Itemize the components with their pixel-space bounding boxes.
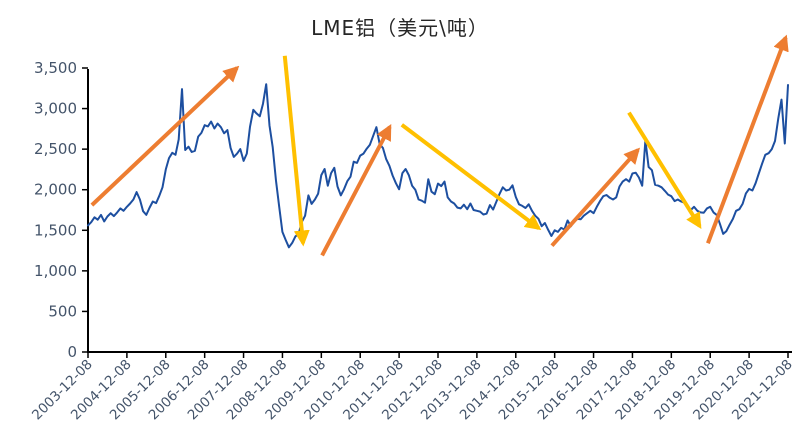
trend-arrow-up bbox=[706, 34, 789, 244]
y-tick-label: 3,000 bbox=[34, 100, 77, 118]
y-tick-label: 500 bbox=[48, 302, 77, 320]
trend-arrows bbox=[90, 34, 789, 257]
y-tick-label: 1,500 bbox=[34, 221, 77, 239]
trend-arrow-up bbox=[90, 65, 240, 207]
y-tick-label: 0 bbox=[67, 343, 77, 361]
y-tick-label: 2,500 bbox=[34, 140, 77, 158]
y-tick-label: 1,000 bbox=[34, 262, 77, 280]
trend-arrow-down bbox=[400, 123, 542, 231]
trend-arrow-down bbox=[282, 55, 310, 247]
x-axis-ticks: 2003-12-082004-12-082005-12-082006-12-08… bbox=[29, 352, 796, 423]
y-tick-label: 2,000 bbox=[34, 181, 77, 199]
chart-title: LME铝（美元\吨） bbox=[311, 16, 489, 40]
trend-arrow-down bbox=[627, 111, 702, 229]
trend-arrow-up bbox=[320, 123, 392, 257]
y-axis-ticks: 0 500 1,000 1,500 2,000 2,500 3,000 3,500 bbox=[34, 59, 88, 361]
trend-arrow-up bbox=[550, 147, 641, 248]
price-line bbox=[87, 83, 789, 249]
y-tick-label: 3,500 bbox=[34, 59, 77, 77]
